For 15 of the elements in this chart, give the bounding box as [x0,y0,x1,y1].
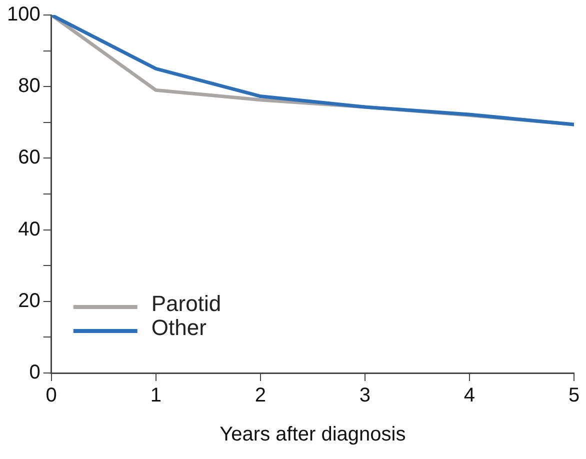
y-tick-label: 60 [18,146,40,169]
legend-label: Parotid [151,291,222,316]
x-tick-label: 0 [46,384,57,407]
y-tick-label: 0 [29,362,40,384]
legend-label: Other [151,315,206,340]
y-tick-label: 100 [6,4,40,26]
x-tick-label: 4 [464,384,476,407]
x-tick-label: 1 [150,384,162,407]
x-tick-label: 3 [359,384,371,407]
y-tick-label: 80 [18,75,40,98]
x-axis-title: Years after diagnosis [220,424,406,446]
x-tick-label: 2 [254,384,266,407]
x-tick-label: 5 [568,384,580,407]
y-tick-label: 40 [18,218,40,240]
y-tick-label: 20 [18,290,40,312]
